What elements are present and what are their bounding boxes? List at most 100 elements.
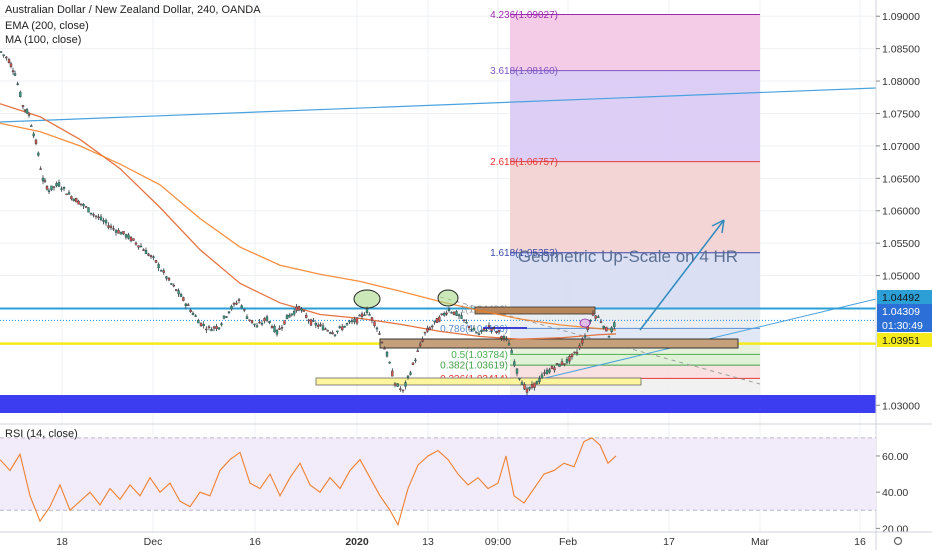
candle-body [450,312,453,314]
candle-body [326,330,329,332]
candle-body [363,314,366,316]
candle-body [102,220,105,222]
candle-body [13,73,17,76]
candle-body [578,345,581,349]
candle-body [443,313,446,316]
candle-body [5,56,8,59]
candle-body [170,283,173,285]
consolidation-box [379,338,739,349]
candle-body [243,309,246,311]
candle-body [391,370,394,377]
candle-body [406,375,410,378]
candle-body [290,313,293,316]
candle-body [79,203,83,205]
candle-body [172,284,176,287]
candle-body [535,380,539,385]
candle-body [117,230,120,234]
candle-body [199,322,203,327]
candle-body [467,325,471,328]
candle-body [560,361,564,366]
candle-body [426,328,429,332]
candle-body [523,384,526,390]
candle-body [19,91,22,98]
candle-body [237,299,241,301]
candle-body [112,228,115,230]
rsi-band [0,437,876,511]
fib-level-label: 4.236(1.09027) [490,10,558,21]
candle-body [240,305,243,309]
candle-body [507,343,511,346]
candle-body [162,270,166,273]
rsi-axis-label: 60.00 [882,451,908,463]
price-axis-label: 1.07000 [882,141,920,153]
candle-body [550,366,554,370]
candle-body [314,322,317,326]
time-axis-label: 13 [422,536,434,548]
candle-body [134,242,138,245]
candle-body [11,70,15,73]
candle-body [43,180,47,182]
candle-body [365,308,369,314]
time-axis-label: Dec [144,536,163,548]
candle-body [119,232,123,235]
candle-body [341,326,344,330]
candle-body [502,336,506,339]
price-axis-label: 1.06000 [882,206,920,218]
candle-body [167,277,171,281]
candle-body [423,331,427,334]
candle-body [343,325,346,328]
price-flag-countdown-bg [877,318,932,332]
candle-body [520,382,524,385]
candle-body [540,374,544,379]
candle-body [285,314,289,320]
candle-body [84,206,88,208]
candle-body [336,330,339,333]
price-axis-label: 1.05000 [882,271,920,283]
candle-body [307,319,310,322]
candle-body [297,305,301,311]
price-flag-resistance: 1.04492 [882,292,920,304]
candle-body [373,321,376,326]
candle-body [21,105,25,107]
ema-line [0,122,617,331]
candle-body [465,322,468,324]
fib-level-label: 2.618(1.06757) [490,157,558,168]
price-flag-support: 1.03951 [882,335,920,347]
fib-zone [510,365,760,379]
fib-level-label: 0.5(1.03784) [451,350,508,361]
candle-body [70,196,73,200]
candle-body [210,329,213,332]
candle-body [189,309,192,313]
fib-zone [510,252,760,309]
candle-body [573,351,576,354]
candle-body [487,325,491,328]
candle-body [317,324,320,327]
candle-body [538,378,541,382]
candle-body [215,326,218,330]
candle-body [104,220,108,224]
candle-body [455,311,458,316]
candle-body [114,230,118,233]
candle-body [470,328,473,331]
candle-body [235,302,238,305]
time-axis-label: 2020 [345,536,369,548]
price-axis-label: 1.08000 [882,76,920,88]
candle-body [227,311,231,314]
candle-body [165,276,168,279]
candle-body [82,204,85,207]
projection-arrow-head [711,219,725,234]
candle-body [482,328,486,331]
candle-body [345,323,349,325]
candle-body [591,312,595,316]
price-flag-countdown: 01:30:49 [882,320,923,332]
candle-body [202,324,205,326]
candle-body [275,329,279,335]
candle-body [92,214,95,216]
candle-body [137,245,140,248]
candle-body [445,312,448,315]
candle-body [55,183,58,187]
candle-body [253,323,256,326]
candle-body [419,343,422,347]
